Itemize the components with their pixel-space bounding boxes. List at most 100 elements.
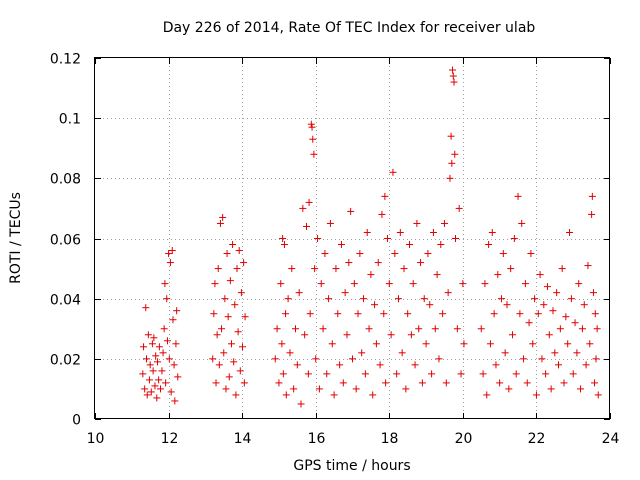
data-point: [168, 247, 176, 255]
data-point: [288, 265, 296, 273]
data-point: [415, 325, 423, 333]
data-point: [219, 213, 227, 221]
data-point: [512, 370, 520, 378]
data-point: [309, 135, 317, 143]
data-point: [321, 250, 329, 258]
data-point: [158, 367, 166, 375]
data-point: [532, 391, 540, 399]
data-point: [350, 280, 358, 288]
data-point: [315, 385, 323, 393]
data-point: [149, 367, 157, 375]
data-point: [211, 280, 219, 288]
data-point: [237, 289, 245, 297]
data-point: [173, 307, 181, 315]
data-point: [387, 331, 395, 339]
data-point: [271, 355, 279, 363]
data-point: [449, 72, 457, 80]
data-point: [142, 304, 150, 312]
data-point: [518, 219, 526, 227]
data-point: [280, 241, 288, 249]
data-point: [490, 310, 498, 318]
data-point: [141, 385, 149, 393]
data-point: [299, 204, 307, 212]
data-point: [450, 78, 458, 86]
data-point: [400, 265, 408, 273]
data-point: [150, 334, 158, 342]
data-point: [459, 280, 467, 288]
data-point: [317, 280, 325, 288]
data-point: [160, 325, 168, 333]
data-point: [486, 340, 494, 348]
data-point: [169, 316, 177, 324]
data-point: [363, 228, 371, 236]
data-point: [371, 301, 379, 309]
data-point: [503, 301, 511, 309]
data-point: [534, 310, 542, 318]
data-point: [542, 370, 550, 378]
data-point: [153, 394, 161, 402]
data-point: [447, 132, 455, 140]
data-point: [307, 120, 315, 128]
data-point: [420, 295, 428, 303]
data-point: [290, 385, 298, 393]
data-point: [540, 301, 548, 309]
data-point: [376, 361, 384, 369]
y-tick-label: 0.04: [50, 293, 81, 309]
data-point: [236, 367, 244, 375]
data-point: [284, 295, 292, 303]
data-point: [162, 379, 170, 387]
data-point: [293, 361, 301, 369]
data-point: [402, 385, 410, 393]
data-point: [389, 168, 397, 176]
data-point: [510, 235, 518, 242]
data-point: [431, 325, 439, 333]
data-point: [352, 385, 360, 393]
data-point: [241, 313, 249, 321]
data-point: [361, 370, 369, 378]
data-point: [218, 325, 226, 333]
data-point: [232, 391, 240, 399]
data-point: [155, 376, 163, 384]
x-tick-label: 16: [308, 431, 326, 447]
data-point: [529, 340, 537, 348]
data-point: [159, 349, 167, 357]
data-point: [210, 310, 218, 318]
data-point: [573, 349, 581, 357]
data-point: [525, 319, 533, 327]
data-point: [167, 388, 175, 396]
data-point: [234, 328, 242, 336]
data-point: [374, 259, 382, 267]
data-point: [514, 192, 522, 200]
data-point: [589, 289, 597, 297]
data-point: [578, 325, 586, 333]
x-tick-label: 20: [455, 431, 473, 447]
data-point: [591, 379, 599, 387]
data-point: [440, 219, 448, 227]
x-tick-label: 18: [381, 431, 399, 447]
data-point: [235, 247, 243, 255]
data-point: [549, 307, 557, 315]
data-point: [531, 295, 539, 303]
x-axis-label: GPS time / hours: [293, 458, 410, 474]
data-point: [311, 265, 319, 273]
data-point: [147, 388, 155, 396]
data-point: [323, 370, 331, 378]
data-point: [308, 123, 316, 131]
y-tick-label: 0: [72, 413, 81, 429]
data-point: [215, 361, 223, 369]
data-point: [538, 355, 546, 363]
data-point: [148, 340, 156, 348]
data-point: [551, 349, 559, 357]
data-point: [485, 241, 493, 249]
data-point: [446, 174, 454, 182]
data-point: [422, 340, 430, 348]
data-point: [230, 358, 238, 366]
data-point: [155, 343, 163, 351]
x-tick-label: 14: [234, 431, 252, 447]
data-point: [165, 355, 173, 363]
data-point: [319, 325, 327, 333]
data-point: [170, 361, 178, 369]
data-point: [507, 265, 515, 273]
data-point: [418, 379, 426, 387]
data-point: [279, 235, 287, 242]
